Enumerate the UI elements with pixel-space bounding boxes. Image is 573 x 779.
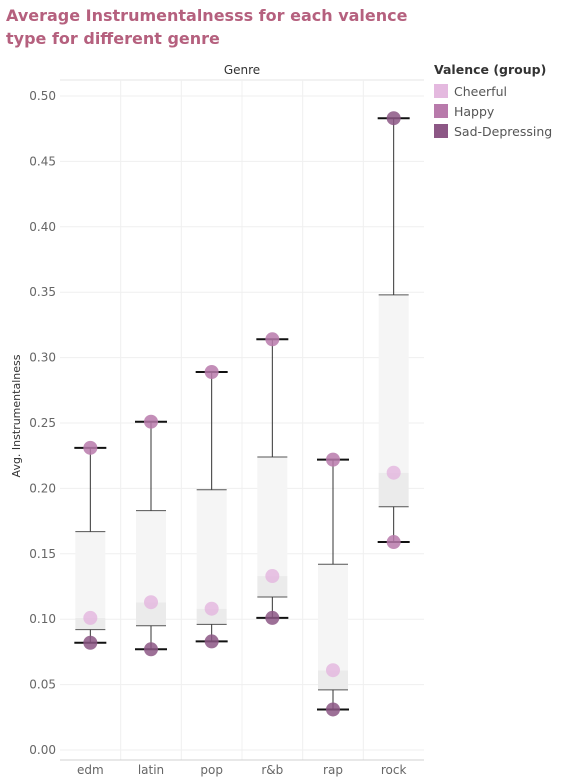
legend-item-sad-depressing[interactable]: Sad-Depressing <box>434 121 552 141</box>
box-lower <box>257 576 288 597</box>
legend-item-cheerful[interactable]: Cheerful <box>434 81 552 101</box>
box-lower <box>318 670 348 690</box>
y-tick-label: 0.50 <box>29 89 56 103</box>
data-point-cheerful <box>144 595 158 610</box>
legend-label-sad-depressing: Sad-Depressing <box>454 123 553 139</box>
y-tick-label: 0.25 <box>29 416 56 430</box>
chart-title: Average Instrumentalnesss for each valen… <box>6 6 408 48</box>
data-point-sad-depressing <box>326 702 340 717</box>
y-tick-label: 0.35 <box>29 285 56 299</box>
y-tick-label: 0.00 <box>29 743 56 757</box>
box-upper <box>378 294 409 473</box>
box-upper <box>257 457 288 577</box>
box-upper <box>75 531 106 618</box>
box-upper <box>136 510 166 603</box>
legend-swatch-cheerful <box>434 84 448 98</box>
y-tick-label: 0.15 <box>29 547 56 561</box>
legend-swatch-happy <box>434 104 448 118</box>
data-point-sad-depressing <box>265 610 280 625</box>
facet-header: Genre <box>224 63 260 77</box>
data-point-happy <box>326 452 340 467</box>
data-point-sad-depressing <box>386 111 401 126</box>
y-tick-label: 0.05 <box>29 678 56 692</box>
legend-item-happy[interactable]: Happy <box>434 101 552 121</box>
data-point-happy <box>204 364 219 379</box>
x-tick-label: rap <box>323 763 343 777</box>
y-tick-label: 0.45 <box>29 154 56 168</box>
y-tick-label: 0.40 <box>29 220 56 234</box>
legend-swatch-sad-depressing <box>434 124 448 138</box>
data-point-sad-depressing <box>204 634 219 649</box>
box-upper <box>318 564 348 671</box>
x-tick-label: edm <box>77 763 104 777</box>
data-point-cheerful <box>386 465 401 480</box>
data-point-happy <box>83 440 98 455</box>
data-point-sad-depressing <box>144 642 158 657</box>
data-point-happy <box>265 332 280 347</box>
legend-label-happy: Happy <box>454 103 495 119</box>
y-axis-label: Avg. Instrumentalness <box>10 354 23 477</box>
x-tick-label: r&b <box>261 763 283 777</box>
data-point-happy <box>386 535 401 550</box>
legend-label-cheerful: Cheerful <box>454 83 507 99</box>
legend-title: Valence (group) <box>434 62 547 77</box>
box-lower <box>196 608 227 625</box>
x-tick-label: latin <box>138 763 164 777</box>
data-point-sad-depressing <box>83 635 98 650</box>
data-point-cheerful <box>204 601 219 616</box>
data-point-cheerful <box>265 569 280 584</box>
box-lower <box>136 602 166 626</box>
y-tick-label: 0.30 <box>29 351 56 365</box>
x-tick-label: rock <box>381 763 407 777</box>
y-tick-label: 0.10 <box>29 612 56 626</box>
box-upper <box>196 489 227 609</box>
data-point-cheerful <box>326 663 340 678</box>
data-point-happy <box>144 414 158 429</box>
x-tick-label: pop <box>200 763 223 777</box>
data-point-cheerful <box>83 610 98 625</box>
y-tick-label: 0.20 <box>29 481 56 495</box>
legend: Valence (group) Cheerful Happy Sad-Depre… <box>434 62 552 141</box>
